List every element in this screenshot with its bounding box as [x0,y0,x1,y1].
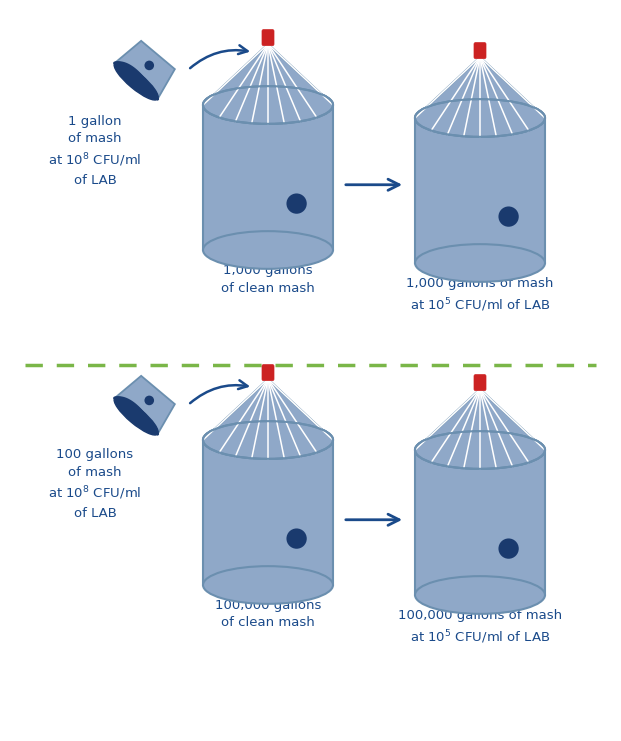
FancyBboxPatch shape [262,30,274,46]
Polygon shape [115,376,175,434]
Ellipse shape [415,431,545,469]
Text: 100,000 gallons of mash
at $\mathregular{10^5}$ CFU/ml of LAB: 100,000 gallons of mash at $\mathregular… [398,609,562,645]
Polygon shape [203,105,333,250]
Polygon shape [203,44,333,105]
Text: 1,000 gallons of mash
at $\mathregular{10^5}$ CFU/ml of LAB: 1,000 gallons of mash at $\mathregular{1… [406,277,554,313]
Ellipse shape [203,421,333,459]
Polygon shape [203,379,333,440]
Ellipse shape [415,99,545,137]
Circle shape [286,193,307,213]
Text: 100 gallons
of mash
at $\mathregular{10^8}$ CFU/ml
of LAB: 100 gallons of mash at $\mathregular{10^… [48,448,142,519]
Circle shape [499,207,519,227]
Circle shape [145,61,154,70]
Ellipse shape [415,244,545,282]
Circle shape [145,396,154,405]
Ellipse shape [415,576,545,614]
Ellipse shape [203,86,333,124]
Text: 1 gallon
of mash
at $\mathregular{10^8}$ CFU/ml
of LAB: 1 gallon of mash at $\mathregular{10^8}$… [48,115,142,187]
Circle shape [286,528,307,549]
Polygon shape [203,440,333,585]
Polygon shape [115,41,175,99]
Polygon shape [415,57,545,118]
Polygon shape [415,118,545,263]
FancyBboxPatch shape [474,42,486,59]
Ellipse shape [203,231,333,269]
FancyBboxPatch shape [474,375,486,391]
Ellipse shape [203,86,333,124]
Ellipse shape [415,431,545,469]
Text: 1,000 gallons
of clean mash: 1,000 gallons of clean mash [221,264,315,294]
Polygon shape [415,450,545,595]
Circle shape [499,539,519,559]
FancyBboxPatch shape [262,365,274,381]
Ellipse shape [203,566,333,604]
Ellipse shape [415,99,545,137]
Polygon shape [415,389,545,450]
Text: 100,000 gallons
of clean mash: 100,000 gallons of clean mash [215,599,321,630]
Ellipse shape [203,421,333,459]
Ellipse shape [114,62,158,100]
Ellipse shape [114,397,158,435]
